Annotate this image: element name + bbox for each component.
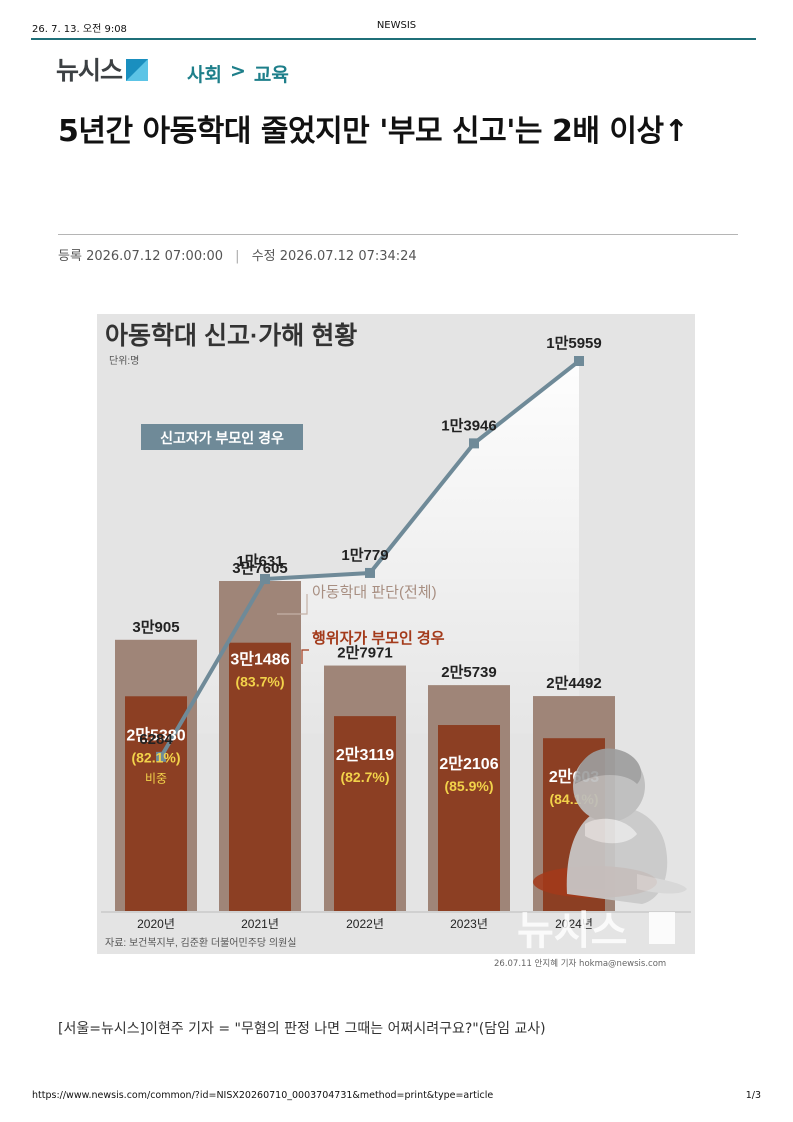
- bar-parent-label: 2만2106: [439, 755, 498, 773]
- line-point: [574, 356, 584, 366]
- line-point: [469, 438, 479, 449]
- chart-source: 자료: 보건복지부, 김준환 더불어민주당 의원실: [105, 937, 296, 949]
- x-tick-label: 2023년: [450, 917, 488, 931]
- bar-share-label: (83.7%): [235, 674, 284, 690]
- line-point-label: 1만5959: [546, 335, 602, 352]
- graphic-credit: 26.07.11 안지혜 기자 hokma@newsis.com: [494, 959, 667, 969]
- bar-total-label: 3만905: [132, 619, 179, 636]
- bar-share-label: (82.7%): [340, 769, 389, 785]
- article-meta: 등록 2026.07.12 07:00:00 | 수정 2026.07.12 0…: [58, 245, 417, 264]
- logo-mark-icon: [126, 59, 149, 81]
- chart-unit-label: 단위:명: [109, 354, 139, 367]
- modified-label: 수정: [251, 249, 276, 264]
- newsis-logo[interactable]: 뉴시스: [56, 55, 149, 85]
- legend-parent: 행위자가 부모인 경우: [312, 629, 445, 647]
- chart-title: 아동학대 신고·가해 현황: [105, 322, 357, 350]
- print-site-name: NEWSIS: [376, 20, 417, 31]
- watermark-mark-icon: [649, 912, 675, 944]
- print-url[interactable]: https://www.newsis.com/common/?id=NISX20…: [32, 1090, 494, 1101]
- bar-parent: [438, 725, 500, 911]
- bar-total-label: 2만7971: [337, 645, 393, 662]
- bar-total-label: 2만5739: [441, 664, 497, 681]
- legend-reporter-parent-box: [141, 424, 303, 450]
- legend-reporter-parent: 신고자가 부모인 경우: [160, 430, 284, 446]
- print-page-number: 1/3: [745, 1090, 761, 1101]
- line-point-label: 1만631: [236, 553, 283, 570]
- article-headline: 5년간 아동학대 줄었지만 '부모 신고'는 2배 이상↑: [58, 114, 689, 149]
- registered-label: 등록: [58, 249, 82, 264]
- article-lead: [서울=뉴시스]이현주 기자 = "무혐의 판정 나면 그때는 어쩌시려구요?"…: [58, 1021, 546, 1037]
- line-point: [156, 751, 166, 762]
- child-figure-illustration: [566, 748, 687, 904]
- breadcrumb-section[interactable]: 사회: [187, 64, 222, 86]
- legend-parent-leader: [301, 649, 309, 664]
- bar-share-label: (82.1%): [131, 749, 180, 765]
- legend-total: 아동학대 판단(전체): [312, 584, 437, 601]
- x-tick-label: 2022년: [346, 917, 384, 931]
- breadcrumb-subsection[interactable]: 교육: [253, 64, 289, 86]
- bar-total-label: 3만7605: [232, 560, 288, 577]
- print-date: 26. 7. 13. 오전 9:08: [32, 24, 127, 35]
- x-tick-label: 2020년: [137, 917, 175, 931]
- bar-parent: [229, 642, 291, 911]
- x-tick-label: 2024년: [555, 917, 593, 931]
- line-point-label: 1만779: [341, 547, 388, 564]
- print-footer: https://www.newsis.com/common/?id=NISX20…: [0, 1090, 793, 1110]
- header-divider: [31, 38, 756, 40]
- bar-parent: [334, 716, 396, 911]
- modified-date: 2026.07.12 07:34:24: [279, 249, 417, 264]
- title-divider: [58, 234, 738, 235]
- x-tick-label: 2021년: [241, 917, 279, 931]
- bar-share-label: (85.9%): [444, 778, 493, 794]
- bar-parent-label: 3만1486: [230, 651, 289, 669]
- line-point-label: 6284: [139, 731, 173, 748]
- line-point-label: 1만3946: [441, 417, 497, 434]
- print-header: 26. 7. 13. 오전 9:08 NEWSIS: [0, 0, 793, 40]
- breadcrumb-separator: >: [229, 60, 246, 82]
- bar-parent-label: 2만3119: [336, 746, 394, 764]
- line-point: [365, 567, 375, 578]
- bar-parent-label: 2만5380: [126, 726, 185, 744]
- legend-total-leader: [277, 594, 308, 615]
- registered-date: 2026.07.12 07:00:00: [86, 249, 224, 264]
- bar-total-label: 2만4492: [546, 675, 602, 692]
- breadcrumb: 사회 > 교육: [187, 60, 289, 87]
- share-caption: 비중: [145, 771, 167, 785]
- meta-separator: |: [235, 249, 240, 264]
- line-point: [260, 574, 270, 585]
- watermark-text: 뉴시스: [517, 909, 627, 953]
- logo-text: 뉴시스: [56, 55, 123, 85]
